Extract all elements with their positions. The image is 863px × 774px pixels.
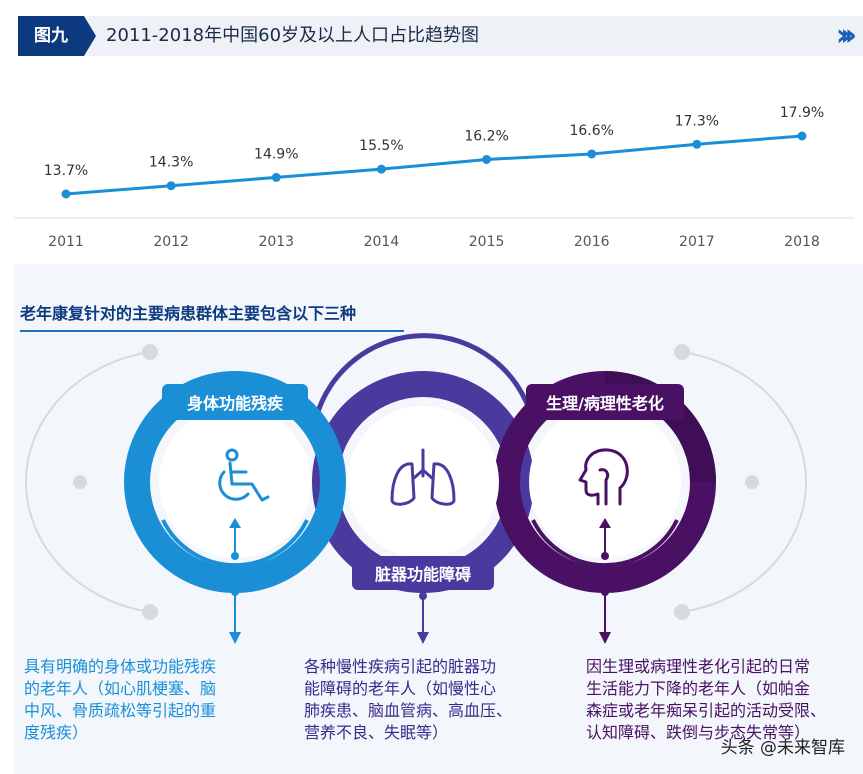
data-point (797, 131, 807, 141)
arc-dot (674, 604, 690, 620)
x-tick-label: 2011 (48, 234, 84, 250)
section-title: 老年康复针对的主要病患群体主要包含以下三种 (20, 304, 357, 323)
group-label-1: 身体功能残疾 (187, 394, 283, 413)
x-tick-label: 2013 (258, 234, 294, 250)
data-point (61, 189, 71, 199)
x-tick-label: 2017 (679, 234, 715, 250)
data-point (587, 149, 597, 159)
arc-dot (73, 475, 87, 489)
section-underline (20, 330, 404, 332)
head-profile-icon (578, 448, 629, 506)
arc-dot (142, 344, 158, 360)
wheelchair-icon (218, 448, 270, 502)
group-description-2: 各种慢性疾病引起的脏器功 能障碍的老年人（如慢性心 肺疾患、脑血管病、高血压、 … (304, 657, 513, 742)
data-label: 16.2% (464, 128, 508, 144)
data-label: 14.9% (254, 146, 298, 162)
x-tick-label: 2018 (784, 234, 820, 250)
x-tick-label: 2015 (469, 234, 505, 250)
x-tick-label: 2012 (153, 234, 189, 250)
figure-title: 2011-2018年中国60岁及以上人口占比趋势图 (106, 25, 480, 46)
outer-arc-right (681, 351, 807, 613)
series-line (65, 134, 803, 196)
ring-1-inner-arc (161, 519, 309, 568)
data-point (166, 181, 176, 191)
watermark: 头条 @未来智库 (720, 738, 845, 758)
line-chart: 13.7% 2011 14.3% 2012 14.9% 2013 15.5% 2014 16.2… (14, 80, 854, 250)
data-label: 13.7% (44, 163, 88, 179)
data-label: 16.6% (569, 123, 613, 139)
data-point (376, 164, 386, 174)
outer-arc-left (25, 351, 151, 613)
lungs-icon (390, 448, 456, 506)
figure-tag: 图九 (18, 16, 96, 56)
figure-header: 图九 2011-2018年中国60岁及以上人口占比趋势图 ››› (18, 16, 863, 56)
outer-arc-middle (313, 333, 535, 419)
arc-dot (142, 604, 158, 620)
data-label: 14.3% (149, 155, 193, 171)
data-label: 17.9% (780, 105, 824, 121)
ring-3-inner-arc (531, 519, 679, 568)
data-point (482, 154, 492, 164)
group-label-2: 脏器功能障碍 (375, 565, 471, 584)
data-label: 15.5% (359, 138, 403, 154)
x-tick-label: 2016 (574, 234, 610, 250)
data-point (692, 139, 702, 149)
data-point (271, 172, 281, 182)
group-description-3: 因生理或病理性老化引起的日常 生活能力下降的老年人（如帕金 森症或老年痴呆引起的… (586, 657, 827, 742)
arc-dot (745, 475, 759, 489)
arc-dot (674, 344, 690, 360)
data-label: 17.3% (675, 113, 719, 129)
x-tick-label: 2014 (364, 234, 400, 250)
group-description-1: 具有明确的身体或功能残疾 的老年人（如心肌梗塞、脑 中风、骨质疏松等引起的重 度… (24, 657, 217, 742)
group-label-3: 生理/病理性老化 (546, 394, 664, 413)
